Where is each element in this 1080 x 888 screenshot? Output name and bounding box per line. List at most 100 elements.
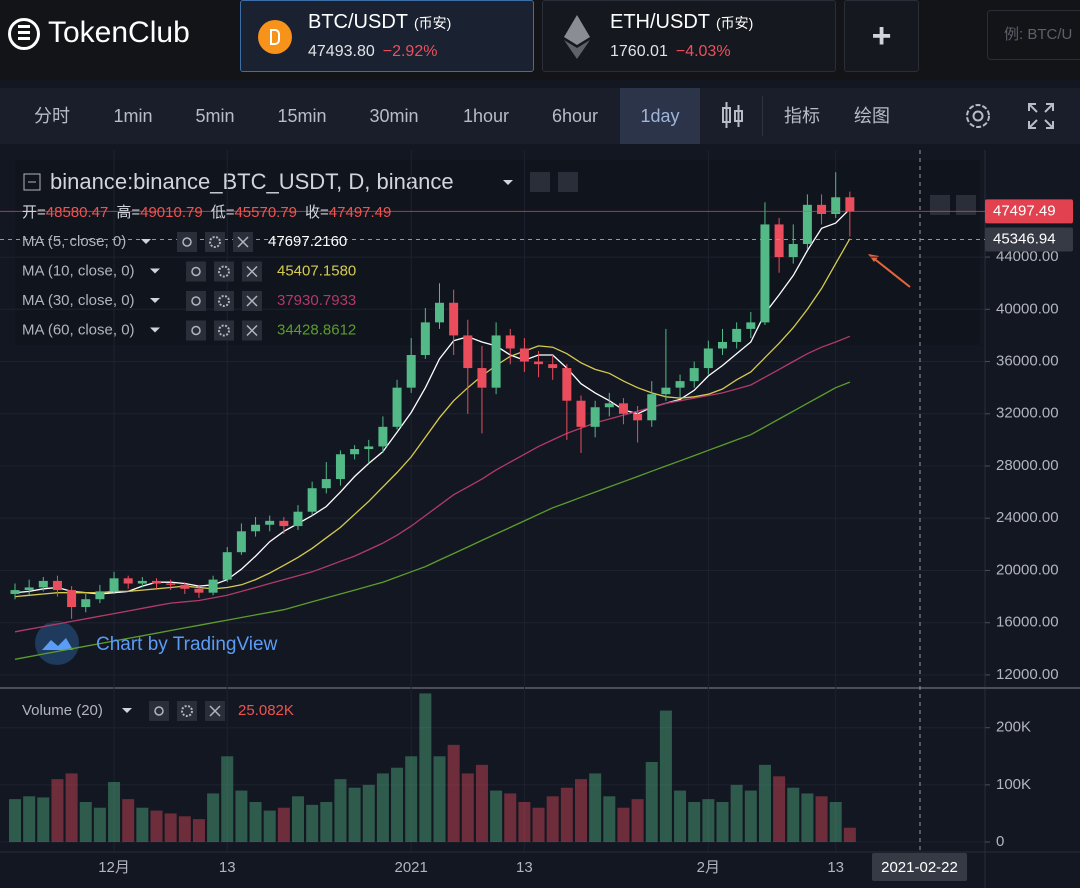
- volume-bar: [65, 773, 78, 842]
- volume-tick-label: 200K: [996, 719, 1031, 736]
- dropdown-icon[interactable]: [150, 268, 160, 274]
- volume-bar: [532, 807, 545, 842]
- candle-body: [519, 348, 529, 362]
- pair-tab[interactable]: ETH/USDT (币安) 1760.01 −4.03%: [542, 0, 836, 72]
- interval-button[interactable]: 6hour: [551, 106, 599, 126]
- candle-body: [378, 426, 388, 447]
- candle-body: [335, 454, 345, 480]
- candle-body: [420, 322, 430, 356]
- candle-body: [633, 413, 643, 421]
- interval-button[interactable]: 5min: [195, 106, 235, 126]
- candle-body: [123, 578, 133, 584]
- ma-legend-name: MA (5, close, 0): [22, 233, 126, 250]
- watermark: Chart by TradingView: [96, 634, 278, 655]
- settings-icon[interactable]: [205, 232, 225, 252]
- drawing-button[interactable]: 绘图: [854, 106, 890, 126]
- candle-body: [689, 368, 699, 382]
- volume-bar: [207, 793, 220, 842]
- settings-icon[interactable]: [214, 261, 234, 282]
- scale-icon[interactable]: [930, 195, 950, 215]
- visibility-icon[interactable]: [186, 291, 206, 311]
- dropdown-icon[interactable]: [150, 298, 160, 303]
- settings-icon[interactable]: [214, 320, 234, 341]
- volume-bar: [546, 796, 559, 842]
- candle-body: [194, 588, 204, 593]
- eth-icon: [564, 15, 590, 59]
- candle-body: [788, 244, 798, 258]
- candle-body: [760, 224, 770, 323]
- volume-bar: [51, 779, 64, 842]
- visibility-icon[interactable]: [186, 261, 206, 282]
- volume-bar: [659, 710, 672, 842]
- dropdown-icon[interactable]: [503, 180, 513, 185]
- dropdown-icon[interactable]: [141, 239, 151, 244]
- candle-body: [307, 488, 317, 512]
- volume-bar: [277, 807, 290, 842]
- visibility-icon-mark: [191, 296, 201, 306]
- interval-button[interactable]: 1hour: [462, 106, 510, 126]
- interval-button[interactable]: 分时: [34, 106, 70, 126]
- dropdown-icon[interactable]: [122, 708, 132, 713]
- visibility-icon[interactable]: [186, 320, 206, 341]
- visibility-icon-mark: [182, 237, 192, 247]
- settings-icon[interactable]: [558, 172, 578, 192]
- volume-bar: [758, 764, 771, 842]
- volume-bar: [730, 784, 743, 842]
- add-tab-button[interactable]: +: [844, 0, 919, 72]
- fullscreen-button[interactable]: [1027, 102, 1055, 130]
- candle-body: [604, 403, 614, 408]
- y-tick-label: 40000.00: [996, 300, 1059, 317]
- scale-icon[interactable]: [956, 195, 976, 215]
- volume-bar: [645, 762, 658, 842]
- ma-legend-name: MA (10, close, 0): [22, 262, 135, 279]
- candle-body: [477, 368, 487, 388]
- x-tick-label: 13: [827, 859, 844, 876]
- volume-bar: [603, 796, 616, 842]
- candle-body: [463, 335, 473, 369]
- logo-icon-bars: [18, 25, 30, 28]
- candle-body: [774, 224, 784, 258]
- candle-body: [251, 524, 261, 532]
- eye-icon[interactable]: [530, 172, 550, 192]
- candle-body: [81, 599, 91, 608]
- settings-button[interactable]: [962, 100, 994, 132]
- interval-button[interactable]: 1min: [113, 106, 153, 126]
- chart-type-button[interactable]: [720, 102, 746, 130]
- collapse-icon[interactable]: [23, 173, 41, 191]
- volume-bar: [461, 773, 474, 842]
- volume-bar: [744, 790, 757, 842]
- exchange: (币安): [716, 15, 754, 31]
- volume-bar: [292, 796, 304, 842]
- y-tick-label: 12000.00: [996, 666, 1059, 683]
- candle-body: [647, 394, 657, 421]
- visibility-icon[interactable]: [177, 232, 197, 252]
- settings-icon[interactable]: [177, 701, 197, 721]
- pair-tab[interactable]: BTC/USDT (币安) 47493.80 −2.92%: [240, 0, 534, 72]
- volume-bar: [815, 796, 828, 842]
- volume-bar: [419, 693, 432, 842]
- search-input[interactable]: 例: BTC/U: [987, 10, 1080, 60]
- volume-bar: [93, 807, 106, 842]
- interval-button[interactable]: 30min: [369, 106, 419, 126]
- candle-body: [618, 403, 628, 414]
- x-tick-label: 2021: [395, 859, 428, 876]
- interval-button-active[interactable]: 1day: [620, 88, 700, 144]
- candle-body: [137, 580, 147, 584]
- volume-bar: [843, 827, 856, 842]
- pair-price: 1760.01: [610, 43, 668, 60]
- candle-body: [67, 590, 77, 608]
- ma-legend-name: MA (30, close, 0): [22, 292, 135, 309]
- visibility-icon[interactable]: [149, 701, 169, 721]
- settings-icon[interactable]: [214, 291, 234, 311]
- interval-button[interactable]: 15min: [277, 106, 327, 126]
- remove-icon-mark: [209, 705, 221, 717]
- candle-body: [562, 368, 572, 401]
- indicators-button[interactable]: 指标: [784, 106, 820, 126]
- y-tick-label: 24000.00: [996, 509, 1059, 526]
- dropdown-icon[interactable]: [150, 327, 160, 333]
- annotation-arrow: [871, 256, 911, 288]
- volume-bar: [348, 787, 361, 842]
- visibility-icon-mark: [191, 325, 201, 336]
- settings-icon-mark: [218, 295, 230, 307]
